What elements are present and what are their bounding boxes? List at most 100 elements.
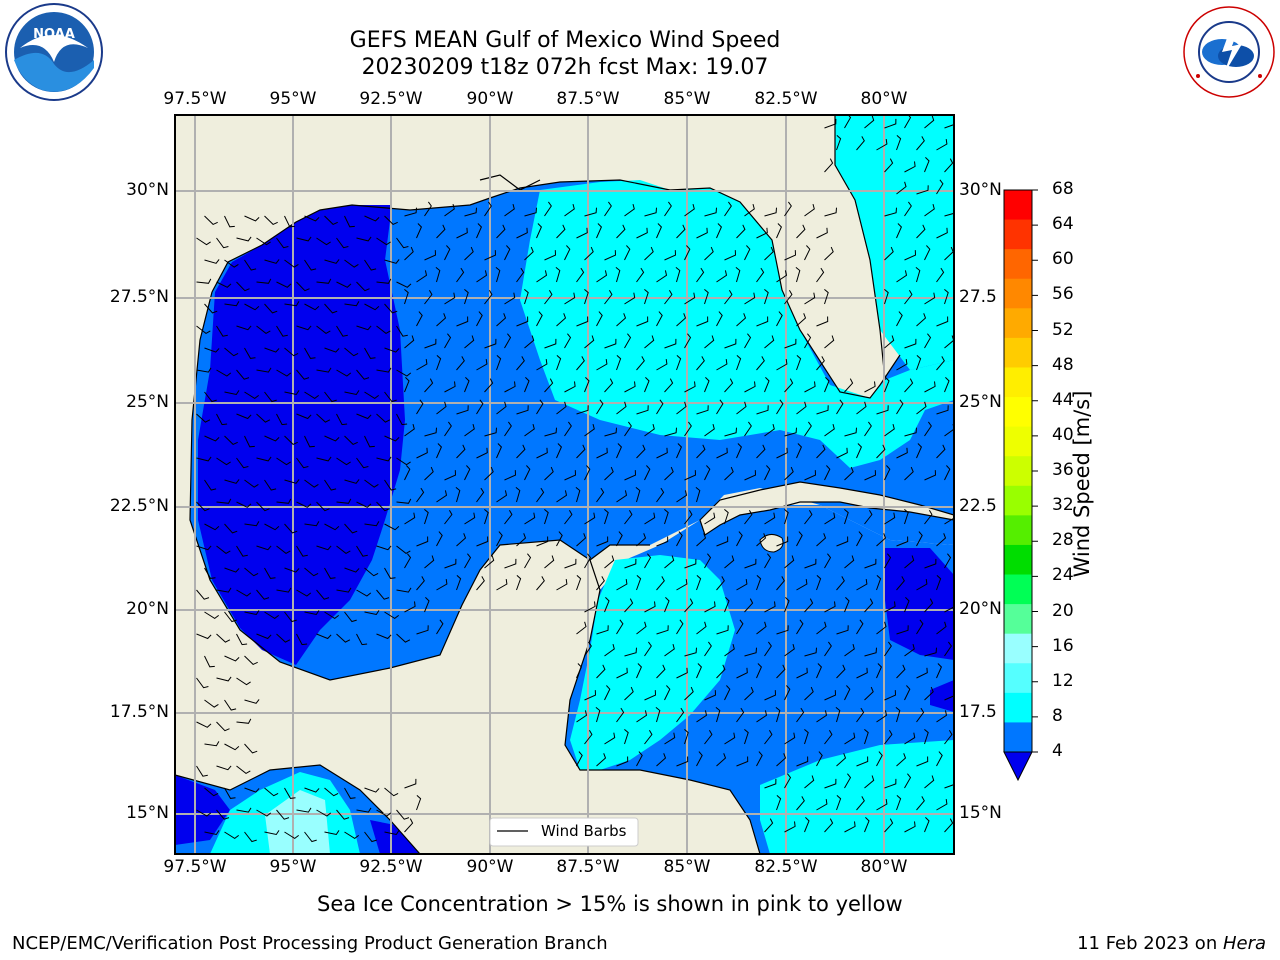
wind-barb — [784, 201, 792, 217]
wind-barb — [704, 465, 711, 481]
wind-barb — [816, 799, 828, 811]
wind-barb — [864, 558, 877, 569]
wind-barb — [356, 633, 368, 646]
wind-barb — [636, 621, 647, 635]
wind-barb — [356, 413, 372, 420]
wind-barb — [376, 501, 390, 512]
wind-barb — [576, 621, 587, 635]
wind-barb — [696, 575, 702, 591]
wind-barb — [216, 587, 232, 593]
wind-barb — [276, 237, 289, 249]
wind-barb — [696, 316, 709, 327]
wind-barb — [784, 685, 791, 701]
lat-label-left: 27.5°N — [109, 287, 169, 307]
wind-barb — [544, 509, 549, 525]
wind-barb — [224, 215, 235, 228]
wind-barb — [864, 729, 869, 745]
wind-barb — [936, 316, 949, 327]
colorbar-segment — [1004, 574, 1032, 605]
calm-zone-pacific — [175, 775, 230, 845]
wind-barb — [456, 405, 469, 415]
wind-barb — [304, 567, 319, 577]
wind-barb — [864, 686, 874, 701]
colorbar-tick-label: 64 — [1052, 214, 1074, 235]
wind-barb — [656, 576, 665, 591]
wind-barb — [216, 498, 232, 504]
wind-barb — [904, 466, 914, 481]
wind-barb — [704, 335, 715, 349]
wind-barb — [596, 399, 604, 415]
wind-barb — [416, 625, 429, 635]
wind-barb — [356, 807, 372, 813]
wind-barb — [704, 512, 716, 525]
wind-barb — [916, 401, 927, 415]
wind-barb — [624, 598, 634, 613]
wind-barb — [924, 115, 935, 129]
wind-barb — [476, 576, 485, 591]
wind-barb — [916, 443, 922, 459]
wind-barb — [636, 710, 648, 723]
wind-barb — [804, 598, 814, 613]
wind-barb — [316, 413, 331, 423]
wind-barb — [484, 289, 493, 305]
wind-barb — [244, 655, 258, 665]
wind-barb — [884, 207, 897, 217]
wind-barb — [356, 457, 369, 469]
wind-barb — [376, 633, 392, 640]
wind-barb — [736, 313, 747, 327]
lat-label-left: 15°N — [126, 803, 169, 823]
wind-barb — [936, 139, 948, 151]
wind-barb — [296, 325, 312, 331]
wind-barb — [656, 753, 667, 767]
wind-barb — [776, 270, 788, 283]
wind-barb — [376, 456, 392, 462]
wind-barb — [344, 523, 358, 534]
wind-barb — [324, 830, 340, 836]
wind-barb — [464, 335, 475, 349]
wind-barb — [896, 311, 903, 327]
lon-label-bottom: 97.5°W — [163, 857, 227, 877]
wind-barb — [204, 259, 220, 264]
wind-barb — [336, 457, 351, 466]
wind-barb — [724, 466, 734, 481]
wind-barb — [944, 212, 954, 217]
wind-barb — [456, 356, 465, 371]
wind-barb — [656, 625, 669, 635]
wind-barb — [296, 545, 308, 557]
wind-barb — [256, 809, 272, 817]
wind-barb — [776, 447, 788, 459]
wind-barb — [916, 707, 925, 723]
colorbar-segment — [1004, 426, 1032, 457]
wind-barb — [724, 732, 736, 745]
wind-barb — [316, 633, 332, 640]
wind-barb — [256, 456, 272, 462]
wind-barb — [796, 707, 805, 723]
wind-barb — [564, 203, 575, 217]
wind-barb — [536, 359, 548, 371]
wind-barb — [756, 227, 768, 239]
wind-barb — [204, 741, 220, 747]
colorbar-segment — [1004, 308, 1032, 339]
wind-barb — [624, 686, 634, 701]
wind-barb — [684, 729, 689, 745]
wind-barb — [664, 427, 677, 437]
wind-barb — [764, 207, 777, 217]
wind-barb — [196, 677, 209, 689]
wind-barb — [796, 667, 808, 679]
wind-barb — [796, 443, 802, 459]
wind-barb — [544, 466, 554, 481]
wind-barb — [716, 576, 725, 591]
wind-barb — [596, 576, 605, 591]
wind-barb — [444, 292, 456, 305]
sea-ice-note: Sea Ice Concentration > 15% is shown in … — [317, 892, 903, 916]
wind-barb — [204, 479, 217, 491]
wind-barb — [576, 751, 583, 767]
wind-barb — [564, 245, 571, 261]
wind-barb — [396, 633, 411, 643]
wind-barb — [904, 643, 915, 657]
wind-barb — [924, 686, 934, 701]
wind-barb — [876, 710, 888, 723]
wind-barb — [676, 531, 683, 547]
lon-label-bottom: 87.5°W — [556, 857, 620, 877]
colorbar-segment — [1004, 485, 1032, 516]
